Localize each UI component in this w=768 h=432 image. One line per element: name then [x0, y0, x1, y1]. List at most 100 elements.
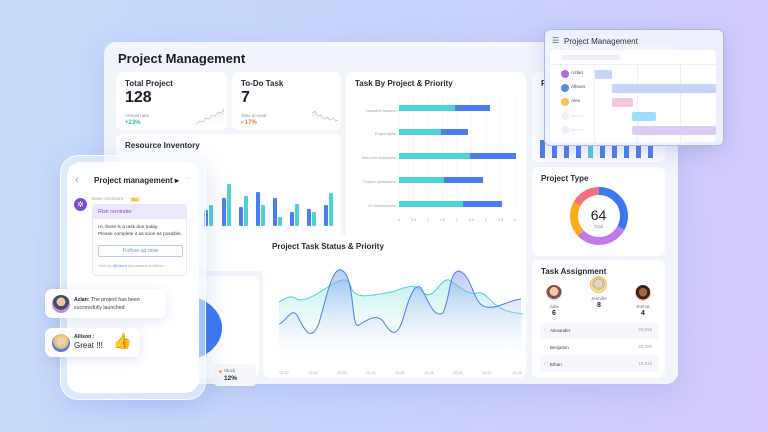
avatar-alex[interactable]	[561, 98, 569, 106]
svg-text:02.28: 02.28	[513, 371, 522, 375]
chat-title: Project management ▸	[94, 176, 179, 185]
stuck-legend: Stuck 12%	[214, 364, 256, 386]
table-row[interactable]: › Benjamin 23,200	[540, 339, 658, 355]
back-icon[interactable]: ‹	[75, 174, 79, 186]
row-name: Benjamin	[550, 345, 569, 350]
svg-text:02.27: 02.27	[483, 371, 492, 375]
gantt-bar[interactable]	[595, 70, 612, 79]
avatar-emma[interactable]	[635, 285, 651, 301]
svg-text:3: 3	[485, 218, 487, 222]
year-on-year-delta: • 17%	[241, 120, 257, 126]
gantt-placeholder-bar	[561, 55, 620, 60]
avatar-azlan	[52, 295, 70, 313]
svg-text:2.5: 2.5	[469, 218, 474, 222]
task-status-area-chart: 02.20 02.21 02.22 02.23 02.24 02.25 02.26 02.27…	[278, 269, 524, 375]
avatar-julia[interactable]	[546, 285, 562, 301]
task-by-project-bar-chart: Innovative features Project alpha New us…	[362, 97, 516, 222]
project-type-donut-chart	[570, 187, 628, 245]
stuck-value: 12%	[224, 375, 238, 382]
year-on-year-label: Year-on-year	[241, 113, 267, 118]
page-title: Project Management	[118, 51, 246, 66]
card-title: To-Do Task	[241, 79, 284, 88]
svg-text:UX Enhancement: UX Enhancement	[368, 204, 396, 208]
row-value: 20,810	[638, 327, 652, 332]
assistant-avatar: ✲	[74, 198, 87, 211]
total-project-card[interactable]: Total Project 128 Annual ratio +23%	[116, 72, 227, 130]
card-title: P	[541, 79, 546, 88]
row-value: 23,200	[638, 344, 652, 349]
message-text: Azlan: The project has been successfully …	[74, 297, 140, 311]
phone-mockup: ‹ Project management ▸ ··· ✲ Base assist…	[60, 155, 206, 400]
avatar-placeholder	[561, 126, 569, 134]
donut-total-value: 64	[590, 207, 607, 223]
row-value: 10,810	[638, 361, 652, 366]
project-type-card[interactable]: Project Type 64 Total	[532, 167, 665, 256]
task-status-card[interactable]: Project Task Status & Priority 02.20 02.2…	[263, 235, 526, 378]
svg-text:0.5: 0.5	[411, 218, 416, 222]
message-sender: Azlan:	[74, 297, 90, 303]
person-count: 8	[597, 302, 601, 309]
gantt-bar[interactable]	[612, 98, 633, 107]
partial-bar-chart	[540, 140, 653, 158]
card-title: Project Type	[541, 174, 589, 183]
svg-text:Project alpha: Project alpha	[375, 132, 396, 136]
svg-text:2: 2	[456, 218, 458, 222]
card-title: Task Assignment	[541, 267, 607, 276]
sparkline-chart	[196, 108, 224, 126]
phone-screen: ‹ Project management ▸ ··· ✲ Base assist…	[67, 162, 199, 393]
table-row[interactable]: ‹ Alexander 20,810	[540, 322, 658, 338]
row-name: Alexander	[550, 328, 571, 333]
sparkline-chart	[312, 110, 338, 124]
person-count: 6	[552, 310, 556, 317]
avatar-allison[interactable]	[561, 84, 569, 92]
task-assignment-card[interactable]: Task Assignment Julia 6 Jennifer 8 Emma …	[532, 260, 665, 378]
svg-text:02.26: 02.26	[454, 371, 463, 375]
card-title: Resource Inventory	[125, 141, 200, 150]
gantt-bar[interactable]	[632, 112, 656, 121]
svg-text:02.20: 02.20	[280, 371, 289, 375]
follow-up-button[interactable]: Follow up now	[98, 245, 183, 257]
assignment-table: ‹ Alexander 20,810 › Benjamin 23,200 ‹ E…	[540, 322, 658, 372]
svg-text:3.5: 3.5	[498, 218, 503, 222]
card-title: Task By Project & Priority	[355, 79, 453, 88]
gantt-bar[interactable]	[612, 84, 716, 93]
svg-text:New user recruitment: New user recruitment	[362, 156, 396, 160]
sent-by-text: Sent by @Lisa's automated workflow	[98, 263, 164, 268]
gantt-title: Project Management	[564, 37, 638, 46]
reminder-card: Risk reminder Hi, there is a task due to…	[92, 204, 187, 276]
gantt-icon: ☰	[552, 36, 560, 45]
gear-icon: ✲	[77, 199, 84, 209]
resource-inventory-bar-chart	[204, 184, 333, 226]
avatar-azlan[interactable]	[561, 70, 569, 78]
avatar-placeholder	[561, 112, 569, 120]
message-bubble-allison[interactable]: Allison : Great !!! 👍	[45, 328, 140, 357]
table-row[interactable]: ‹ Ethan 10,810	[540, 356, 658, 372]
todo-task-card[interactable]: To-Do Task 7 Year-on-year • 17%	[232, 72, 341, 130]
thumbs-up-icon: 👍	[113, 333, 132, 350]
sent-by-user-link[interactable]: @Lisa's	[112, 263, 127, 268]
svg-text:1: 1	[427, 218, 429, 222]
person-count: 4	[641, 310, 645, 317]
gantt-window[interactable]: ☰ Project Management Azlan Allison Alex	[544, 29, 724, 146]
reminder-header: Risk reminder	[93, 205, 186, 219]
svg-text:Innovative features: Innovative features	[366, 109, 397, 113]
reminder-title: Risk reminder	[98, 209, 132, 215]
svg-text:1.5: 1.5	[440, 218, 445, 222]
message-text: Great !!!	[74, 341, 103, 350]
svg-text:Feature optimization: Feature optimization	[363, 180, 396, 184]
svg-text:02.22: 02.22	[338, 371, 347, 375]
avatar-jennifer[interactable]	[590, 276, 607, 293]
more-icon[interactable]: ···	[184, 175, 191, 182]
message-bubble-azlan[interactable]: Azlan: The project has been successfully …	[45, 289, 166, 318]
person-name: Jennifer	[590, 296, 607, 301]
person-name: Julia	[549, 304, 559, 309]
stuck-dot-icon	[219, 370, 222, 373]
total-project-value: 128	[125, 89, 152, 106]
gantt-bar[interactable]	[632, 126, 716, 135]
gantt-person: Alex	[571, 99, 581, 104]
chevron-icon: ›	[544, 344, 546, 349]
svg-text:4: 4	[514, 218, 516, 222]
stuck-label: Stuck	[224, 368, 236, 373]
card-title: Total Project	[125, 79, 173, 88]
assistant-name: Base assistant	[92, 197, 124, 202]
